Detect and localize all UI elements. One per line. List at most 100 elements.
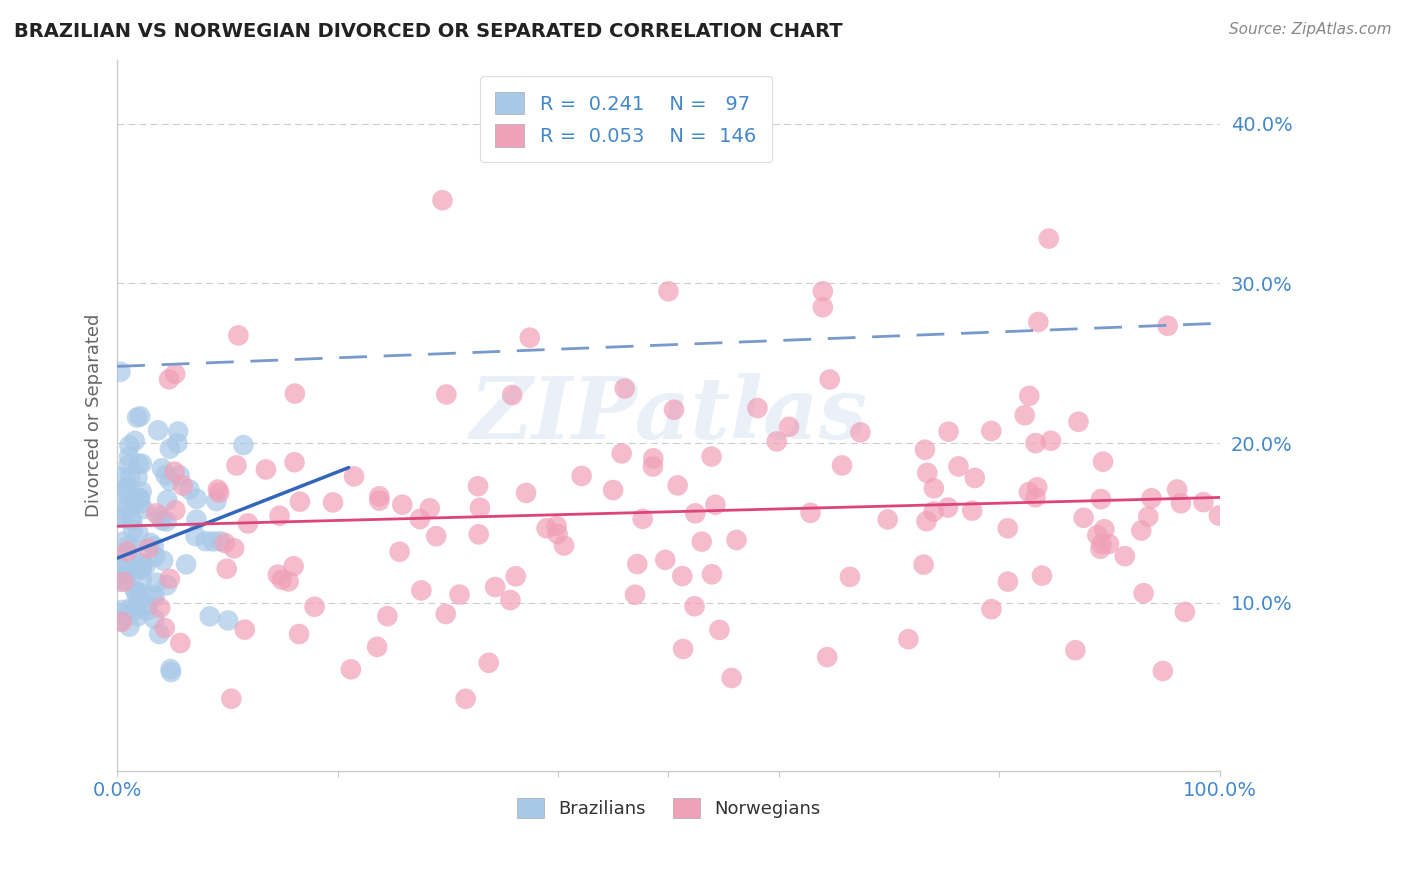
Point <box>1114 549 1136 563</box>
Point <box>118 620 141 634</box>
Point <box>815 650 838 665</box>
Point <box>111 603 134 617</box>
Point <box>121 513 143 527</box>
Point <box>1064 643 1087 657</box>
Point <box>778 420 800 434</box>
Point <box>519 331 541 345</box>
Point <box>127 492 149 507</box>
Point <box>454 691 477 706</box>
Point <box>120 470 142 484</box>
Point <box>1156 318 1178 333</box>
Point <box>631 512 654 526</box>
Point <box>1031 568 1053 582</box>
Point <box>818 372 841 386</box>
Point <box>1166 483 1188 497</box>
Point <box>108 607 131 621</box>
Point <box>136 599 159 613</box>
Point <box>117 480 139 494</box>
Point <box>124 434 146 448</box>
Point <box>124 492 146 507</box>
Point <box>153 621 176 635</box>
Point <box>340 662 363 676</box>
Point <box>467 527 489 541</box>
Point <box>610 446 633 460</box>
Point <box>156 492 179 507</box>
Point <box>1038 231 1060 245</box>
Point <box>205 494 228 508</box>
Point <box>505 569 527 583</box>
Point <box>704 498 727 512</box>
Point <box>811 300 834 314</box>
Point <box>343 469 366 483</box>
Point <box>215 562 238 576</box>
Point <box>124 585 146 599</box>
Point <box>115 566 138 581</box>
Point <box>120 600 142 615</box>
Point <box>391 498 413 512</box>
Point <box>432 193 454 207</box>
Point <box>377 609 399 624</box>
Point <box>1026 480 1049 494</box>
Point <box>425 529 447 543</box>
Point <box>657 285 679 299</box>
Point <box>700 450 723 464</box>
Point <box>129 409 152 424</box>
Point <box>666 478 689 492</box>
Point <box>915 514 938 528</box>
Point <box>515 486 537 500</box>
Point <box>155 468 177 483</box>
Point <box>163 465 186 479</box>
Point <box>1067 415 1090 429</box>
Point <box>143 549 166 564</box>
Point <box>553 539 575 553</box>
Point <box>626 557 648 571</box>
Point <box>484 580 506 594</box>
Text: ZIPatlas: ZIPatlas <box>470 374 868 457</box>
Point <box>202 534 225 549</box>
Point <box>419 501 441 516</box>
Point <box>1014 409 1036 423</box>
Point <box>683 599 706 614</box>
Point <box>107 558 129 573</box>
Point <box>434 607 457 621</box>
Point <box>142 588 165 602</box>
Point <box>747 401 769 415</box>
Point <box>107 511 129 525</box>
Point <box>1018 485 1040 500</box>
Point <box>217 614 239 628</box>
Point <box>269 508 291 523</box>
Point <box>172 478 194 492</box>
Point <box>165 367 187 381</box>
Point <box>1091 537 1114 551</box>
Point <box>115 500 138 514</box>
Point <box>107 549 129 564</box>
Point <box>108 614 131 628</box>
Point <box>129 491 152 506</box>
Point <box>624 588 647 602</box>
Point <box>208 485 231 500</box>
Point <box>478 656 501 670</box>
Point <box>283 455 305 469</box>
Point <box>288 494 311 508</box>
Point <box>997 521 1019 535</box>
Point <box>125 559 148 574</box>
Point <box>124 603 146 617</box>
Point <box>127 470 149 484</box>
Point <box>613 382 636 396</box>
Point <box>1208 508 1230 523</box>
Point <box>876 512 898 526</box>
Point <box>322 495 344 509</box>
Y-axis label: Divorced or Separated: Divorced or Separated <box>86 313 103 516</box>
Point <box>831 458 853 473</box>
Point <box>114 486 136 500</box>
Point <box>409 512 432 526</box>
Point <box>602 483 624 497</box>
Point <box>148 627 170 641</box>
Point <box>536 521 558 535</box>
Point <box>156 578 179 592</box>
Point <box>468 500 491 515</box>
Point <box>683 506 706 520</box>
Point <box>1098 537 1121 551</box>
Point <box>254 462 277 476</box>
Point <box>368 493 391 508</box>
